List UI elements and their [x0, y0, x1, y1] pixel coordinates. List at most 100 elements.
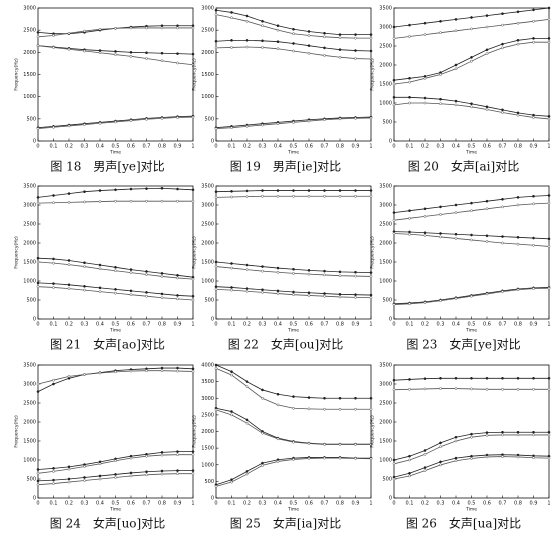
- point-marker: [36, 256, 40, 260]
- point-marker: [392, 218, 396, 222]
- x-tick-label: 0.9: [174, 501, 182, 507]
- point-marker: [276, 460, 280, 463]
- point-marker: [160, 117, 164, 120]
- x-tick-label: 0: [36, 501, 39, 507]
- point-marker: [36, 281, 40, 285]
- x-tick-label: 0.9: [352, 144, 360, 150]
- y-tick-label: 1000: [23, 94, 36, 100]
- point-marker: [160, 26, 164, 30]
- point-marker: [36, 471, 40, 475]
- point-marker: [261, 265, 264, 268]
- point-marker: [129, 119, 133, 122]
- point-marker: [338, 36, 342, 40]
- point-marker: [307, 407, 311, 411]
- point-marker: [36, 260, 40, 264]
- point-marker: [439, 19, 442, 23]
- point-marker: [439, 445, 442, 449]
- point-marker: [245, 289, 249, 293]
- x-tick-label: 0.5: [468, 501, 476, 507]
- point-marker: [354, 274, 357, 278]
- point-marker: [214, 13, 218, 16]
- point-marker: [276, 289, 280, 293]
- point-marker: [191, 453, 195, 457]
- point-marker: [516, 430, 520, 434]
- point-marker: [516, 288, 520, 292]
- point-marker: [501, 455, 504, 458]
- x-tick-label: 0.8: [158, 322, 166, 328]
- point-marker: [160, 453, 164, 457]
- point-marker: [423, 215, 427, 218]
- point-marker: [439, 205, 442, 209]
- point-marker: [369, 443, 373, 446]
- x-tick-label: 0.1: [50, 144, 58, 150]
- y-tick-label: 3500: [201, 184, 214, 190]
- point-marker: [408, 302, 411, 306]
- point-marker: [323, 407, 326, 411]
- point-marker: [292, 267, 295, 271]
- x-tick-label: 0.4: [274, 322, 282, 328]
- point-marker: [129, 289, 133, 293]
- point-marker: [485, 48, 489, 52]
- point-marker: [439, 441, 442, 445]
- point-marker: [323, 118, 326, 122]
- point-marker: [191, 26, 195, 30]
- point-marker: [98, 474, 102, 478]
- point-marker: [470, 209, 473, 213]
- point-marker: [369, 189, 373, 192]
- point-marker: [191, 469, 195, 472]
- point-marker: [245, 195, 249, 198]
- x-tick-label: 0.4: [452, 144, 460, 150]
- series-line: [393, 38, 549, 81]
- x-tick-label: 0.5: [290, 501, 298, 507]
- point-marker: [408, 232, 411, 236]
- point-marker: [439, 299, 442, 303]
- x-tick-label: 0.2: [421, 501, 429, 507]
- point-marker: [354, 194, 357, 198]
- point-marker: [485, 105, 489, 109]
- x-tick-label: 0.3: [81, 144, 89, 150]
- point-marker: [501, 12, 504, 16]
- point-marker: [67, 259, 71, 262]
- point-marker: [292, 406, 295, 410]
- point-marker: [516, 433, 520, 437]
- point-marker: [114, 288, 117, 291]
- x-tick-label: 0.3: [259, 501, 267, 507]
- point-marker: [516, 42, 520, 46]
- point-marker: [423, 449, 427, 452]
- point-marker: [547, 6, 551, 10]
- point-marker: [245, 14, 249, 18]
- x-tick-label: 0.3: [81, 501, 89, 507]
- point-marker: [245, 418, 249, 422]
- point-marker: [230, 410, 233, 413]
- point-marker: [276, 40, 280, 44]
- y-tick-label: 500: [204, 116, 214, 122]
- x-tick-label: 0.2: [243, 501, 251, 507]
- y-tick-label: 3500: [379, 363, 392, 369]
- point-marker: [83, 373, 86, 376]
- point-marker: [292, 42, 295, 45]
- point-marker: [423, 469, 427, 472]
- point-marker: [423, 76, 427, 80]
- point-marker: [114, 269, 117, 273]
- point-marker: [408, 95, 411, 99]
- x-tick-label: 0.1: [406, 144, 414, 150]
- point-marker: [392, 477, 396, 481]
- point-marker: [323, 396, 326, 400]
- point-marker: [191, 298, 195, 302]
- point-marker: [214, 260, 218, 264]
- x-tick-label: 0.4: [452, 501, 460, 507]
- point-marker: [52, 467, 55, 470]
- x-tick-label: 0: [392, 501, 395, 507]
- y-tick-label: 3000: [201, 396, 214, 402]
- point-marker: [129, 54, 133, 58]
- point-marker: [516, 21, 520, 25]
- y-tick-label: 500: [26, 116, 36, 122]
- x-tick-label: 0.1: [228, 144, 236, 150]
- point-marker: [67, 375, 71, 378]
- point-marker: [532, 433, 535, 437]
- point-marker: [276, 194, 280, 198]
- point-marker: [52, 257, 55, 261]
- point-marker: [547, 201, 551, 205]
- point-marker: [532, 387, 535, 391]
- x-tick-label: 0.4: [274, 501, 282, 507]
